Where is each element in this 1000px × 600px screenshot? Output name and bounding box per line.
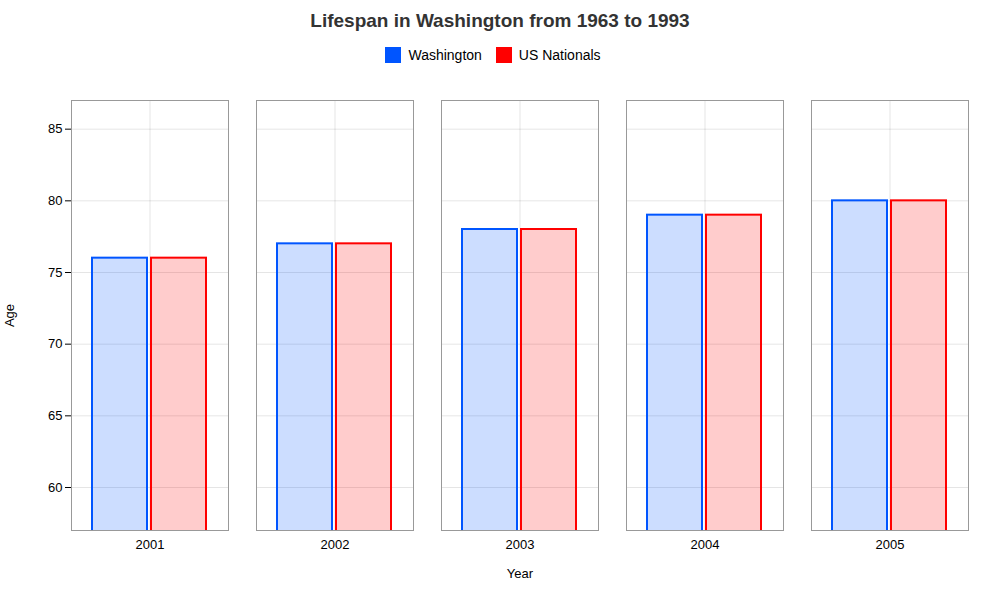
svg-text:2005: 2005 xyxy=(876,537,905,552)
svg-text:80: 80 xyxy=(48,193,62,208)
svg-text:Age: Age xyxy=(2,304,17,327)
svg-text:85: 85 xyxy=(48,121,62,136)
svg-text:60: 60 xyxy=(48,480,62,495)
svg-text:65: 65 xyxy=(48,408,62,423)
html-text:Washington: Washington xyxy=(408,46,482,63)
svg-text:2004: 2004 xyxy=(691,537,720,552)
svg-text:75: 75 xyxy=(48,265,62,280)
html-text:Lifespan in Washington from 19: Lifespan in Washington from 1963 to 1993 xyxy=(310,10,690,31)
svg-text:2003: 2003 xyxy=(506,537,535,552)
svg-text:70: 70 xyxy=(48,336,62,351)
svg-text:2001: 2001 xyxy=(136,537,165,552)
svg-text:2002: 2002 xyxy=(321,537,350,552)
html-text:US Nationals: US Nationals xyxy=(518,46,601,63)
svg-text:Year: Year xyxy=(507,566,534,581)
